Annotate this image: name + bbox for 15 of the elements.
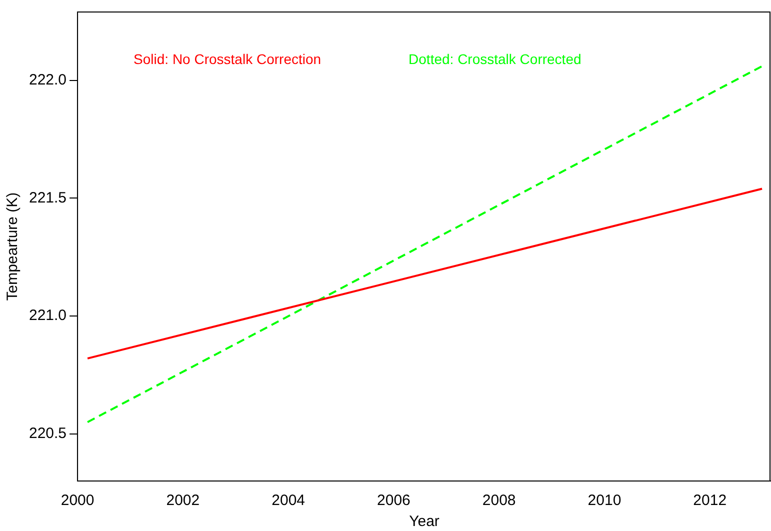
y-tick-label: 221.0 [28,307,67,324]
x-axis-title: Year [409,513,440,530]
annotation: Dotted: Crosstalk Corrected [408,50,582,67]
x-tick-label: 2002 [166,492,200,510]
y-tick-label: 222.0 [28,71,67,88]
y-tick-label: 221.5 [28,189,67,206]
x-tick-label: 2006 [377,492,410,510]
y-tick-label: 220.5 [28,425,67,442]
x-tick-label: 2012 [693,492,727,510]
x-tick-label: 2000 [60,492,94,510]
x-tick-label: 2010 [588,492,622,510]
y-axis-title: Tempearture (K) [4,192,22,301]
x-tick-label: 2004 [272,492,306,510]
x-tick-label: 2008 [482,492,516,510]
annotation: Solid: No Crosstalk Correction [134,50,322,67]
